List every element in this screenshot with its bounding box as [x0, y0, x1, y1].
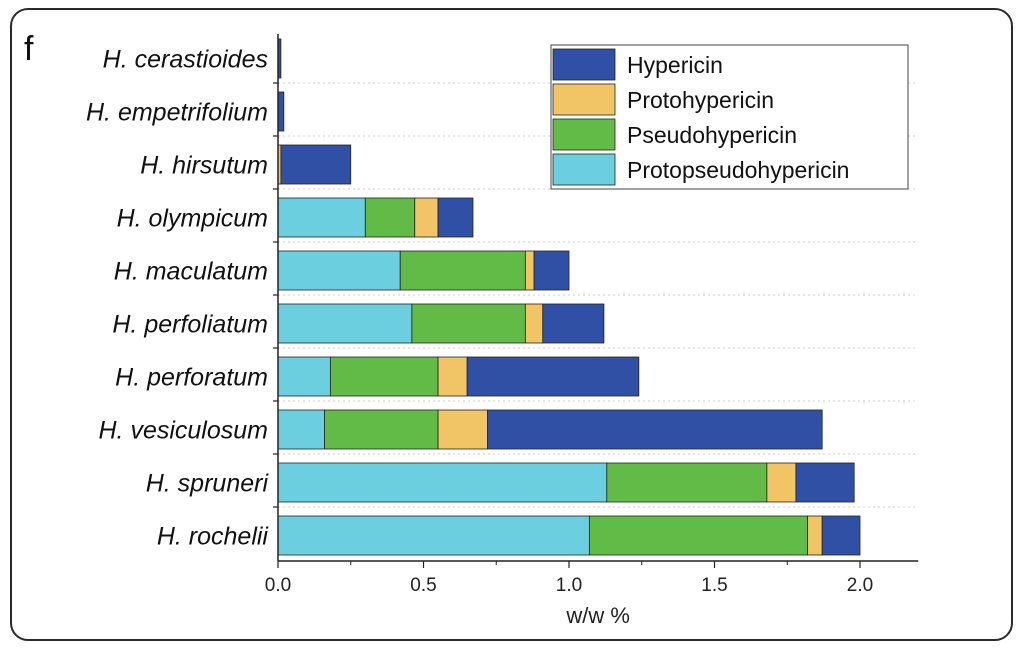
category-label: H. maculatum	[114, 258, 268, 286]
category-label: H. rochelii	[157, 523, 270, 551]
x-tick-label: 2.0	[847, 575, 873, 596]
legend-label: Pseudohypericin	[627, 122, 797, 148]
legend-label: Protohypericin	[627, 87, 774, 113]
legend-label: Protopseudohypericin	[627, 157, 849, 183]
bar-segment	[364, 197, 416, 238]
panel-label: f	[24, 30, 34, 68]
bar-segment	[542, 303, 605, 344]
legend: Hypericin Protohypericin Pseudohypericin Pr…	[550, 44, 909, 190]
bar-segment	[821, 515, 861, 556]
legend-swatch	[552, 153, 616, 186]
legend-swatch	[552, 48, 616, 81]
bar-segment	[533, 250, 570, 291]
bar-segment	[329, 356, 439, 397]
bar-segment	[277, 409, 325, 450]
x-tick-label: 1.0	[556, 575, 582, 596]
bar-segment	[437, 409, 488, 450]
bar-segment	[399, 250, 526, 291]
bar-segment	[277, 515, 590, 556]
bar-segment	[807, 515, 823, 556]
x-axis: 0.0 0.5 1.0 1.5 2.0	[265, 34, 919, 596]
x-axis-title: w/w %	[565, 603, 630, 628]
category-label: H. empetrifolium	[86, 99, 268, 127]
bar-segment	[466, 356, 640, 397]
bar-segment	[524, 303, 544, 344]
bar-segment	[277, 91, 285, 132]
bar-segment	[487, 409, 823, 450]
bars-group	[277, 38, 861, 556]
bar-segment	[606, 462, 768, 503]
bar-segment	[524, 250, 535, 291]
bar-segment	[414, 197, 439, 238]
bar-segment	[277, 197, 366, 238]
bar-segment	[277, 356, 331, 397]
category-label: H. cerastioides	[103, 46, 268, 74]
bar-segment	[277, 303, 413, 344]
bar-segment	[277, 250, 401, 291]
bar-segment	[766, 462, 797, 503]
bar-segment	[588, 515, 809, 556]
bar-segment	[324, 409, 439, 450]
bar-segment	[795, 462, 855, 503]
bar-segment	[437, 356, 468, 397]
x-tick-label: 1.5	[701, 575, 727, 596]
bar-segment	[437, 197, 474, 238]
legend-swatch	[552, 83, 616, 116]
category-label: H. hirsutum	[140, 152, 268, 180]
category-label: H. perfoliatum	[112, 311, 268, 339]
category-labels: H. cerastioides H. empetrifolium H. hirsut…	[86, 46, 269, 551]
category-label: H. olympicum	[117, 205, 268, 233]
bar-segment	[411, 303, 526, 344]
legend-label: Hypericin	[627, 52, 723, 78]
category-label: H. perforatum	[115, 364, 268, 392]
x-tick-label: 0.0	[265, 575, 291, 596]
legend-swatch	[552, 118, 616, 151]
bar-segment	[277, 462, 608, 503]
x-tick-label: 0.5	[410, 575, 436, 596]
bar-segment	[280, 144, 352, 185]
category-label: H. spruneri	[146, 470, 270, 498]
category-label: H. vesiculosum	[99, 417, 269, 445]
